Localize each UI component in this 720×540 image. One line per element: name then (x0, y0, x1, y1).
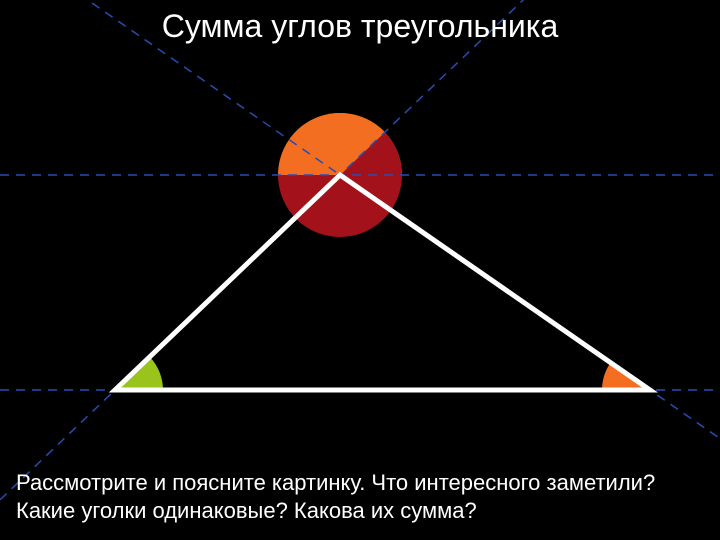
aux-left-side-ext (0, 0, 720, 500)
triangle-angles-diagram (0, 0, 720, 540)
triangle (115, 175, 650, 390)
caption-text: Рассмотрите и поясните картинку. Что инт… (16, 469, 710, 524)
page-title: Сумма углов треугольника (0, 8, 720, 45)
